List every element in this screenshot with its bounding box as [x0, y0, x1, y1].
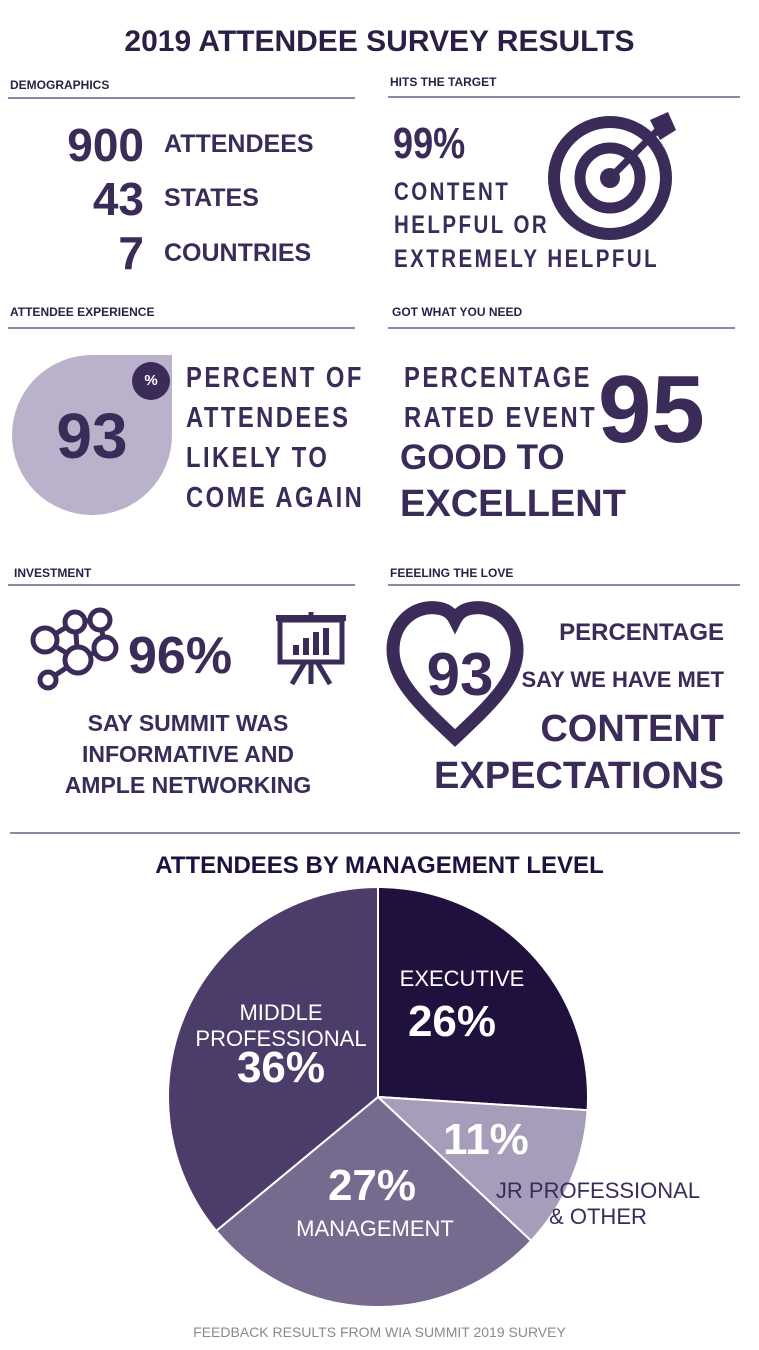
stat-label: ATTENDEES: [164, 130, 314, 158]
stat-emphasis: GOOD TO: [400, 438, 565, 477]
rule: [388, 327, 735, 329]
slice-value: 36%: [236, 1043, 326, 1092]
section-heading: HITS THE TARGET: [390, 75, 497, 89]
section-heading: DEMOGRAPHICS: [10, 78, 110, 92]
stat-text: LIKELY TO: [186, 442, 330, 474]
stat-text: HELPFUL OR: [394, 211, 550, 239]
pie: [167, 885, 589, 1308]
stat-text: SAY WE HAVE MET: [521, 667, 724, 692]
network-icon: [30, 607, 119, 691]
presentation-icon: [276, 612, 346, 686]
stat-emphasis: EXPECTATIONS: [434, 755, 724, 797]
section-heading: INVESTMENT: [14, 566, 92, 580]
stat-text: PERCENTAGE: [404, 362, 592, 394]
stat-text: ATTENDEES: [186, 402, 351, 434]
stat: 7: [118, 227, 144, 279]
page-title: 2019 ATTENDEE SURVEY RESULTS: [124, 25, 635, 58]
stat: 96%: [128, 627, 233, 685]
slice-value: 27%: [327, 1161, 417, 1210]
pie-slice: [377, 885, 589, 1112]
slice-label: MIDDLE PROFESSIONAL: [195, 1000, 367, 1051]
percent-blob: [12, 355, 172, 515]
slice-value: 11%: [443, 1115, 529, 1164]
stat-text: SAY SUMMIT WAS: [87, 710, 289, 736]
stat-text: RATED EVENT: [404, 402, 598, 434]
slice-label: EXECUTIVE: [399, 966, 525, 991]
stat: 900: [67, 119, 144, 171]
stat: 93: [56, 400, 128, 472]
stat: 95: [598, 356, 705, 463]
rule: [388, 584, 740, 586]
stat-text: COME AGAIN: [186, 482, 365, 514]
stat-text: PERCENTAGE: [559, 619, 724, 646]
rule: [8, 327, 355, 329]
stat-emphasis: EXCELLENT: [400, 483, 626, 525]
slice-label: MANAGEMENT: [296, 1216, 454, 1241]
chart-title: ATTENDEES BY MANAGEMENT LEVEL: [155, 852, 604, 879]
rule: [8, 97, 355, 99]
heart-icon: [386, 601, 524, 747]
target-icon: [548, 112, 676, 240]
stat: 99%: [393, 119, 466, 168]
stat-text: INFORMATIVE AND: [81, 741, 295, 767]
percent-badge: [132, 362, 170, 400]
section-heading: FEEELING THE LOVE: [390, 566, 514, 580]
stat-label: COUNTRIES: [164, 239, 312, 267]
pie-slice: [214, 1095, 533, 1308]
stat-unit: %: [144, 372, 158, 389]
rule: [10, 832, 740, 834]
pie-slice: [375, 1095, 589, 1243]
stat-text: EXTREMELY HELPFUL: [394, 245, 660, 273]
stat: 93: [426, 641, 494, 708]
rule: [388, 96, 740, 98]
stat-text: AMPLE NETWORKING: [64, 772, 312, 798]
stat-text: CONTENT: [394, 178, 511, 206]
slice-label: JR PROFESSIONAL & OTHER: [495, 1178, 701, 1229]
rule: [8, 584, 355, 586]
stat: 43: [92, 173, 144, 225]
stat-emphasis: CONTENT: [540, 708, 724, 750]
pie-slice: [167, 885, 379, 1233]
footer: FEEDBACK RESULTS FROM WIA SUMMIT 2019 SU…: [193, 1324, 566, 1340]
section-heading: ATTENDEE EXPERIENCE: [10, 305, 155, 319]
section-heading: GOT WHAT YOU NEED: [392, 305, 523, 319]
slice-value: 26%: [407, 997, 497, 1046]
stat-label: STATES: [164, 184, 259, 212]
stat-text: PERCENT OF: [186, 362, 364, 394]
